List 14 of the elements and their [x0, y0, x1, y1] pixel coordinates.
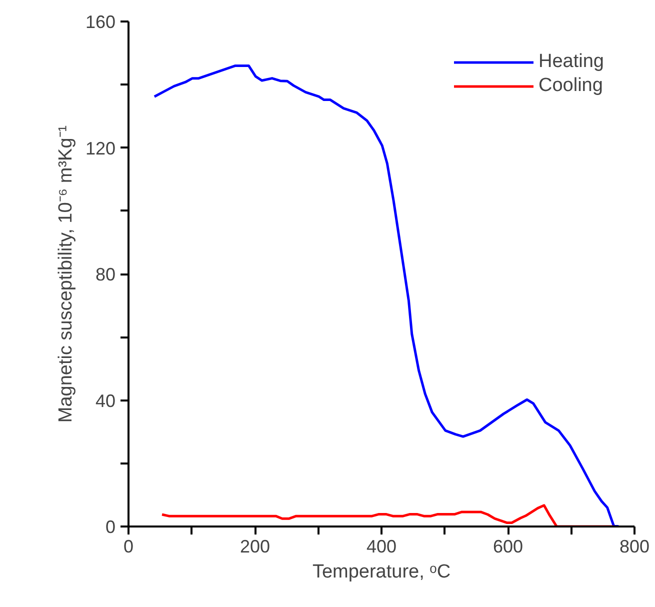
y-tick-label: 80 — [95, 264, 116, 284]
x-tick-label: 200 — [240, 536, 270, 556]
y-axis-title: Magnetic susceptibility, 10⁻⁶ m³Kg⁻¹ — [55, 125, 76, 423]
y-tick-label: 160 — [85, 12, 116, 32]
legend-label: Cooling — [538, 75, 603, 97]
legend-label: Heating — [538, 51, 604, 73]
x-tick-label: 0 — [123, 536, 134, 556]
x-tick-label: 600 — [492, 536, 524, 556]
y-tick-label: 40 — [95, 390, 116, 411]
x-tick-label: 400 — [366, 536, 397, 556]
y-tick-label: 120 — [85, 138, 116, 158]
y-tick-label: 0 — [105, 517, 116, 537]
x-tick-label: 800 — [619, 536, 650, 556]
x-axis-title: Temperature, ᵒC — [312, 562, 451, 582]
